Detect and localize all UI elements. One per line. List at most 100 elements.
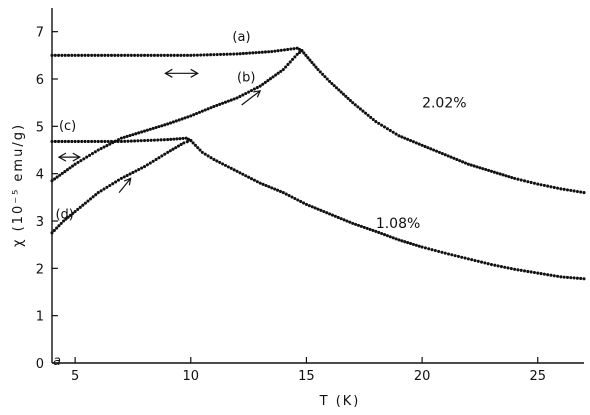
data-point	[199, 53, 203, 57]
data-point	[203, 152, 207, 156]
data-point	[60, 139, 64, 144]
data-point	[417, 244, 421, 248]
data-point	[205, 53, 209, 57]
data-point	[385, 127, 389, 131]
data-point	[334, 86, 339, 90]
data-point	[148, 127, 152, 131]
data-point	[142, 129, 147, 133]
data-point	[206, 107, 210, 111]
data-point	[176, 144, 180, 148]
data-point	[529, 270, 533, 274]
data-point	[50, 231, 54, 235]
data-point	[196, 146, 200, 150]
data-point	[455, 157, 459, 162]
data-point	[126, 53, 130, 57]
data-point	[102, 187, 106, 191]
data-point	[542, 272, 546, 276]
arrow-head	[123, 177, 132, 186]
data-point	[100, 139, 104, 144]
data-point	[321, 72, 325, 76]
data-point	[60, 53, 64, 57]
data-point	[469, 163, 473, 167]
data-point	[66, 215, 70, 219]
data-point	[293, 55, 297, 59]
data-point	[414, 243, 418, 247]
data-point	[244, 51, 249, 55]
data-point	[159, 53, 163, 57]
data-point	[391, 236, 395, 240]
data-point	[363, 111, 368, 115]
data-point	[513, 176, 517, 180]
data-point	[238, 171, 242, 175]
data-point	[290, 195, 294, 199]
data-point	[526, 180, 530, 184]
data-point	[80, 53, 84, 57]
data-point	[197, 110, 202, 114]
data-point	[57, 53, 61, 57]
data-point	[330, 213, 335, 217]
data-point	[53, 177, 57, 181]
data-point	[403, 240, 407, 244]
data-point	[142, 165, 147, 169]
data-point	[166, 138, 170, 142]
data-point	[229, 98, 233, 102]
data-point	[292, 47, 296, 51]
data-point	[433, 248, 437, 253]
data-point	[60, 171, 64, 175]
data-point	[113, 53, 117, 57]
data-point	[68, 166, 72, 170]
data-point	[192, 113, 196, 117]
data-point	[90, 152, 95, 156]
data-point	[270, 49, 274, 54]
data-point	[114, 180, 118, 184]
data-point	[212, 53, 216, 57]
data-point	[63, 53, 67, 57]
data-point	[466, 162, 470, 166]
data-point	[140, 130, 144, 134]
data-point	[139, 139, 143, 143]
data-point	[546, 273, 550, 277]
data-point	[358, 107, 362, 111]
data-point	[427, 247, 431, 251]
data-point	[323, 75, 327, 79]
data-point	[58, 173, 62, 177]
data-point	[295, 46, 299, 50]
data-point	[310, 205, 314, 209]
data-point	[109, 53, 114, 57]
data-point	[408, 241, 413, 246]
data-point	[116, 53, 120, 57]
data-point	[57, 224, 61, 228]
data-point	[171, 120, 175, 124]
data-point	[382, 125, 387, 129]
single-arrow-line	[241, 90, 261, 106]
data-point	[215, 103, 219, 107]
data-point	[519, 268, 523, 272]
data-point	[486, 262, 490, 266]
data-point	[316, 207, 320, 211]
data-point	[539, 183, 543, 187]
data-point	[249, 177, 254, 181]
data-point	[463, 256, 467, 260]
data-point	[408, 138, 413, 143]
data-point	[223, 100, 228, 104]
data-point	[93, 150, 97, 154]
data-point	[238, 94, 242, 99]
data-point	[55, 226, 59, 230]
data-point	[181, 136, 185, 140]
data-point	[306, 56, 310, 60]
data-point	[282, 48, 287, 52]
data-point	[221, 101, 225, 105]
data-point	[50, 179, 54, 183]
data-point	[122, 135, 126, 139]
data-point	[206, 154, 210, 158]
data-point	[89, 197, 93, 201]
data-point	[297, 50, 302, 55]
data-point	[504, 174, 508, 178]
data-point	[116, 139, 120, 144]
data-point	[371, 228, 375, 232]
data-point	[529, 180, 533, 185]
data-point	[106, 53, 110, 57]
data-point	[111, 182, 115, 186]
data-point	[452, 156, 456, 160]
data-point	[244, 174, 248, 178]
